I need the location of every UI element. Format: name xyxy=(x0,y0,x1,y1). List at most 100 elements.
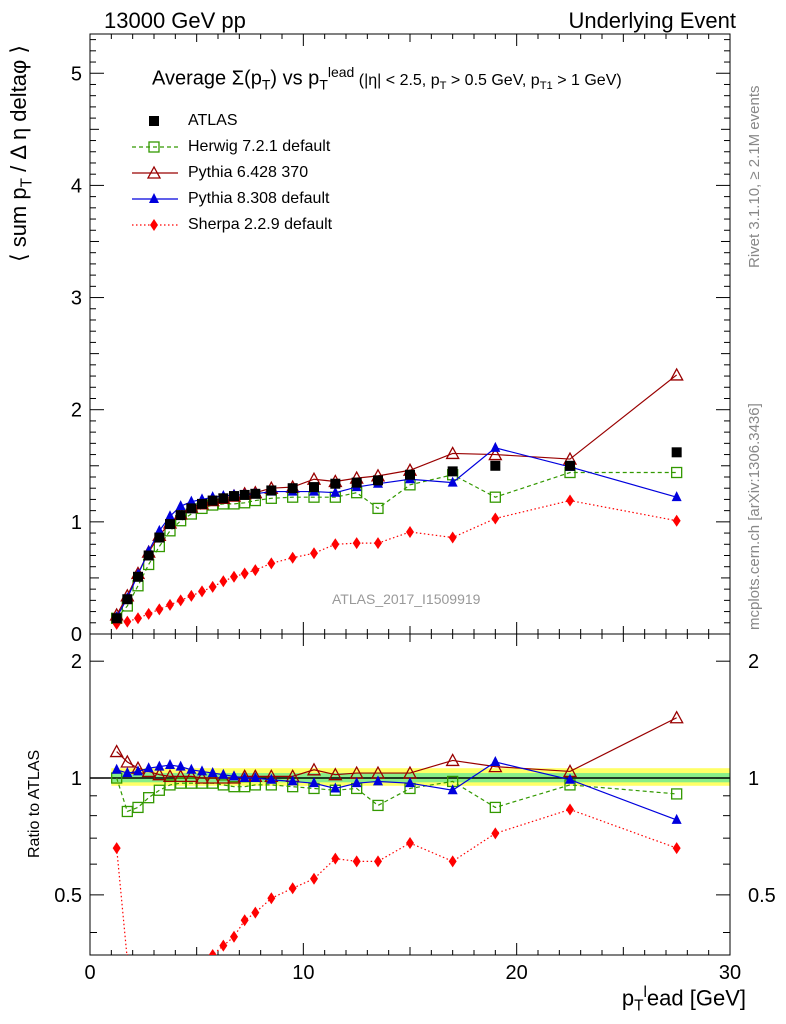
main-data-point xyxy=(165,519,175,530)
main-data-point xyxy=(490,441,501,452)
main-data-point xyxy=(155,603,164,616)
ratio-data-point xyxy=(217,779,229,791)
main-series-sherpa-2-2-9-default xyxy=(112,494,681,630)
ratio-data-point xyxy=(175,760,186,771)
ratio-data-point xyxy=(267,892,276,905)
ratio-data-point xyxy=(491,827,500,840)
ratio-data-point xyxy=(669,710,684,724)
ratio-data-point xyxy=(239,772,250,783)
ratio-data-point xyxy=(134,993,142,1005)
y-tick-label: 4 xyxy=(71,175,82,197)
ratio-data-point xyxy=(218,768,229,779)
ratio-data-point xyxy=(288,882,297,895)
legend-symbol xyxy=(132,141,178,153)
main-data-point xyxy=(198,585,206,598)
ratio-data-point xyxy=(120,754,135,768)
rivet-version-label: Rivet 3.1.10, ≥ 2.1M events xyxy=(746,85,763,269)
main-data-point xyxy=(230,570,238,583)
legend-marker xyxy=(148,141,160,153)
main-data-point xyxy=(165,510,175,521)
ratio-data-point xyxy=(133,765,143,776)
legend-marker xyxy=(146,165,162,179)
main-data-point xyxy=(352,537,361,550)
main-data-point xyxy=(175,510,186,521)
main-data-point xyxy=(405,469,415,480)
main-data-point xyxy=(489,491,501,503)
ratio-data-point xyxy=(405,777,415,788)
ratio-y-tick-label: 0.5 xyxy=(748,885,776,907)
ratio-data-point xyxy=(489,801,501,814)
main-data-point xyxy=(186,495,197,506)
ratio-data-point xyxy=(194,770,210,784)
y-tick-label: 2 xyxy=(71,400,82,422)
mcplots-reference-label: mcplots.cern.ch [arXiv:1306.3436] xyxy=(746,403,763,630)
main-data-point xyxy=(186,503,197,514)
y-tick-label: 0 xyxy=(71,624,82,646)
main-data-point xyxy=(374,537,382,550)
ratio-data-point xyxy=(310,872,318,885)
ratio-data-point xyxy=(152,767,167,781)
legend-symbol xyxy=(132,165,178,179)
legend-label: Herwig 7.2.1 default xyxy=(188,138,331,155)
ratio-data-point xyxy=(448,855,457,868)
ratio-data-point xyxy=(205,770,220,784)
ratio-data-point xyxy=(154,760,165,771)
main-data-point xyxy=(669,367,684,381)
ratio-series-pythia-8-308-default xyxy=(111,755,682,824)
main-data-point xyxy=(153,540,165,553)
ratio-data-point xyxy=(208,949,217,955)
ratio-data-point xyxy=(186,763,197,774)
main-data-point xyxy=(208,580,217,593)
ratio-data-point xyxy=(306,762,322,776)
ratio-data-point xyxy=(447,784,458,795)
ratio-data-point xyxy=(287,775,298,786)
main-data-point xyxy=(154,532,165,543)
ratio-series-line xyxy=(116,808,677,955)
main-data-point xyxy=(372,502,384,515)
main-data-point xyxy=(207,495,218,506)
ratio-data-point xyxy=(671,788,683,800)
main-data-point xyxy=(166,598,174,611)
ratio-data-point xyxy=(198,964,206,976)
ratio-data-point xyxy=(187,975,195,987)
main-series-atlas xyxy=(111,447,682,624)
ratio-data-point xyxy=(177,987,185,999)
ratio-data-point xyxy=(132,801,144,814)
main-data-point xyxy=(239,489,250,500)
main-data-point xyxy=(250,488,261,499)
ratio-y-tick-label: 1 xyxy=(748,768,759,790)
main-data-point xyxy=(154,524,165,535)
main-data-point xyxy=(448,531,457,544)
ratio-data-point xyxy=(175,777,187,789)
ratio-data-point xyxy=(207,767,218,778)
ratio-data-point xyxy=(250,772,261,783)
main-data-point xyxy=(219,575,228,588)
main-data-point xyxy=(197,498,207,509)
main-data-point xyxy=(267,557,276,570)
ratio-data-point xyxy=(219,939,228,952)
x-tick-label: 20 xyxy=(506,962,528,984)
main-data-point xyxy=(187,589,196,602)
ratio-data-point xyxy=(143,762,154,773)
main-data-point xyxy=(447,476,458,487)
legend-marker xyxy=(150,219,158,231)
y-tick-label: 1 xyxy=(71,512,82,534)
main-data-point xyxy=(111,613,122,624)
ratio-data-point xyxy=(197,765,207,776)
main-data-point xyxy=(175,500,186,511)
ratio-data-point xyxy=(228,781,240,793)
chart-title: Average Σ(pT) vs pTlead (|η| < 2.5, pT >… xyxy=(152,64,622,93)
main-data-point xyxy=(266,485,277,496)
ratio-data-point xyxy=(488,759,503,773)
ratio-data-point xyxy=(330,782,341,793)
ratio-data-point xyxy=(164,779,176,791)
main-data-point xyxy=(406,525,414,538)
legend-symbol xyxy=(132,219,178,231)
y-axis-label-ratio: Ratio to ATLAS xyxy=(26,749,43,858)
main-data-point xyxy=(671,491,682,502)
main-data-point xyxy=(240,567,249,580)
ratio-data-point xyxy=(122,767,133,778)
ratio-plot-frame xyxy=(89,633,731,956)
ratio-data-point xyxy=(565,773,575,784)
analysis-watermark: ATLAS_2017_I1509919 xyxy=(332,591,481,607)
